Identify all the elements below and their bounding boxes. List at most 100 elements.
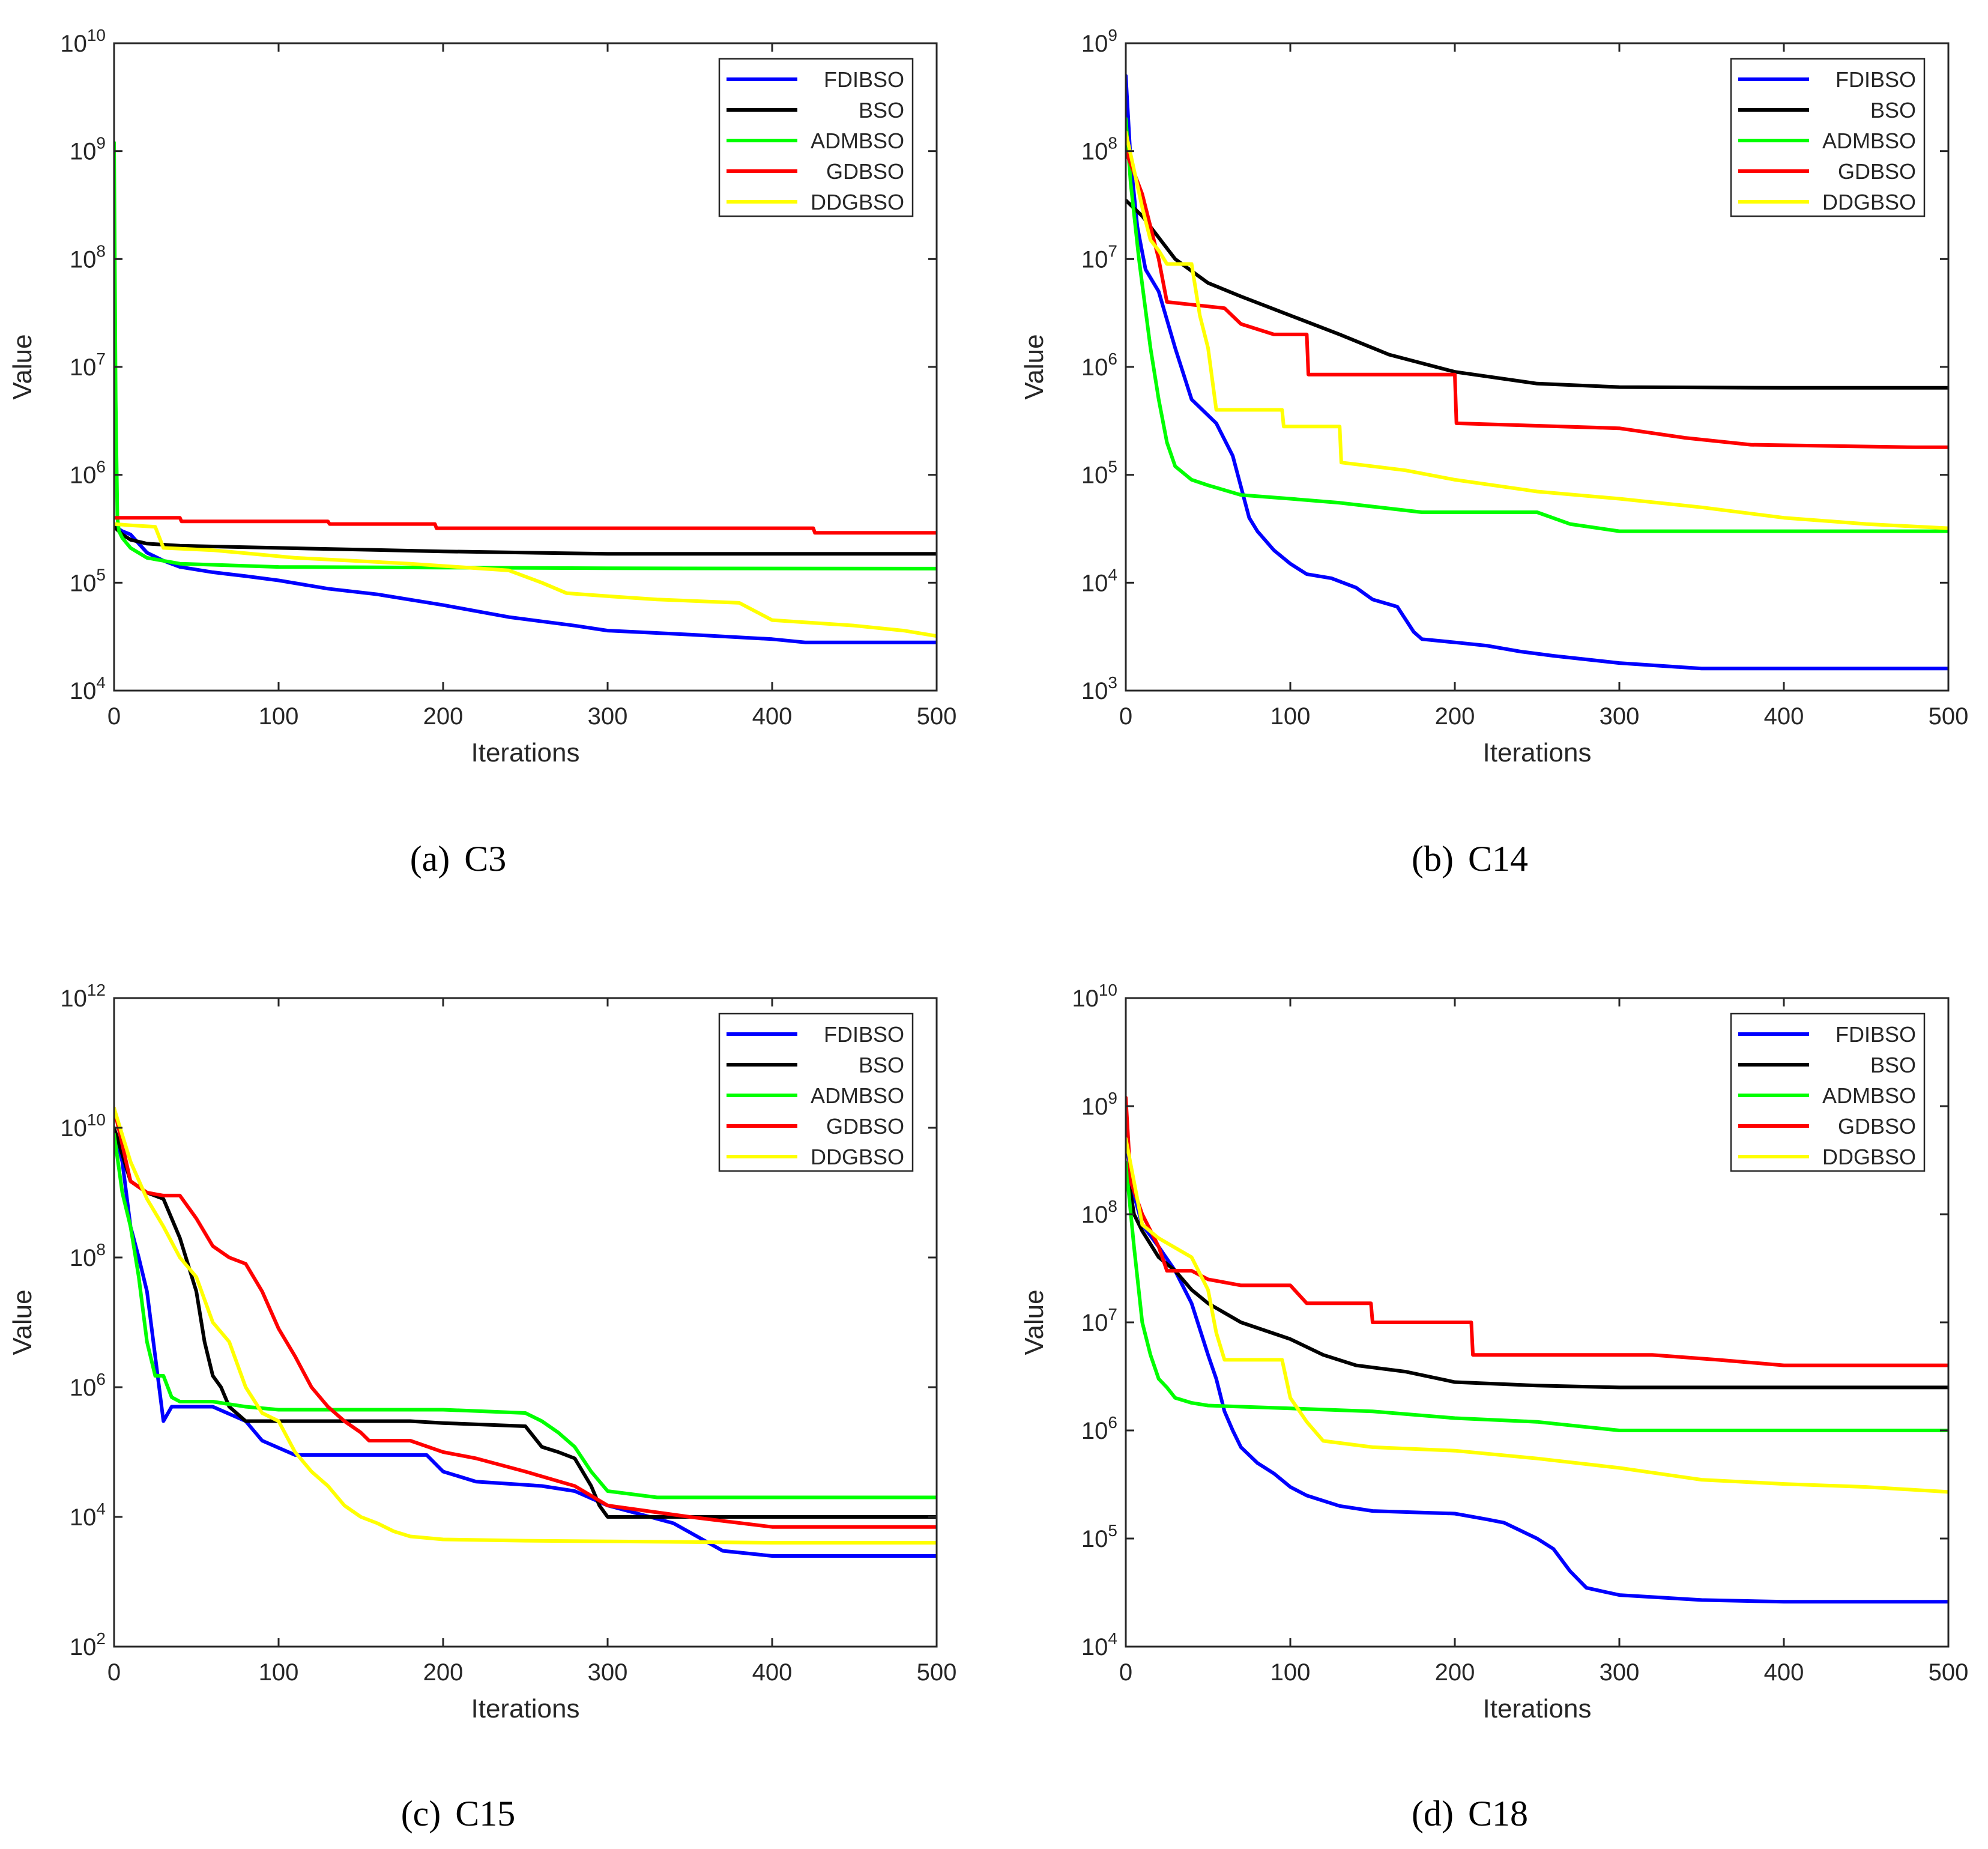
series-group xyxy=(114,1106,937,1558)
series-line-bso xyxy=(1126,1161,1948,1390)
series-line-ddgbso xyxy=(1126,1137,1948,1494)
y-tick-label: 105 xyxy=(70,565,106,596)
y-axis-title: Value xyxy=(8,1289,37,1355)
y-tick-label: 109 xyxy=(70,134,106,165)
series-line-ddgbso xyxy=(1126,130,1948,530)
y-tick-label: 104 xyxy=(70,673,106,704)
legend-label-gdbso: GDBSO xyxy=(826,1114,904,1139)
series-line-fdibso xyxy=(114,1126,937,1558)
y-tick-label: 104 xyxy=(70,1499,106,1531)
x-axis-title: Iterations xyxy=(1483,1694,1592,1723)
y-tick-label: 106 xyxy=(1081,1413,1117,1444)
y-tick-label: 1010 xyxy=(60,26,106,57)
y-tick-label: 109 xyxy=(1081,26,1117,57)
y-tick-label: 108 xyxy=(1081,134,1117,165)
legend-box xyxy=(718,1012,914,1172)
y-tick-label: 105 xyxy=(1081,1521,1117,1552)
y-tick-label: 106 xyxy=(70,458,106,489)
y-axis-title: Value xyxy=(1020,1289,1049,1355)
x-tick-label: 200 xyxy=(423,703,464,730)
series-line-fdibso xyxy=(114,522,937,644)
y-tick-label: 109 xyxy=(1081,1089,1117,1120)
legend-label-bso: BSO xyxy=(1870,98,1916,123)
chart-panel-c18: 0 100 200 300 400 500 104 105 106 107 108 109 1010 It… xyxy=(1020,981,1968,1833)
x-tick-label: 100 xyxy=(1270,703,1311,730)
y-axis-title: Value xyxy=(8,334,37,399)
x-tick-label: 300 xyxy=(1600,703,1640,730)
x-tick-label: 200 xyxy=(1435,1659,1475,1686)
series-line-admbso xyxy=(1126,1161,1948,1432)
y-tick-label: 108 xyxy=(70,1240,106,1271)
legend: FDIBSO BSO ADMBSO GDBSO DDGBSO xyxy=(1730,1012,1926,1172)
y-tick-label: 1012 xyxy=(60,981,106,1012)
legend-label-fdibso: FDIBSO xyxy=(1835,67,1916,92)
chart-panel-c3: 0 100 200 300 400 500 104 105 106 107 108 109 1010 It… xyxy=(8,26,956,879)
y-tick-label: 103 xyxy=(1081,673,1117,704)
legend-label-bso: BSO xyxy=(1870,1053,1916,1077)
x-tick-label: 0 xyxy=(1119,1659,1132,1686)
legend-label-gdbso: GDBSO xyxy=(1838,1114,1916,1139)
legend-label-bso: BSO xyxy=(859,98,904,123)
x-tick-label: 300 xyxy=(1600,1659,1640,1686)
legend-label-fdibso: FDIBSO xyxy=(1835,1022,1916,1047)
legend-label-fdibso: FDIBSO xyxy=(824,67,904,92)
x-tick-label: 400 xyxy=(752,703,793,730)
y-tick-label: 107 xyxy=(1081,1305,1117,1336)
y-tick-label: 107 xyxy=(1081,241,1117,273)
y-tick-label: 108 xyxy=(70,241,106,273)
subfigure-caption: (a) C3 xyxy=(410,839,507,879)
subfigure-caption: (d) C18 xyxy=(1412,1794,1528,1833)
x-tick-label: 300 xyxy=(588,703,628,730)
series-line-gdbso xyxy=(114,516,937,535)
series-line-bso xyxy=(114,1126,937,1519)
legend-label-gdbso: GDBSO xyxy=(826,159,904,184)
y-tick-label: 105 xyxy=(1081,458,1117,489)
legend-label-fdibso: FDIBSO xyxy=(824,1022,904,1047)
series-line-gdbso xyxy=(114,1106,937,1529)
x-tick-label: 100 xyxy=(259,1659,299,1686)
x-tick-label: 400 xyxy=(752,1659,793,1686)
series-line-fdibso xyxy=(1126,74,1948,671)
x-tick-label: 300 xyxy=(588,1659,628,1686)
series-group xyxy=(1126,74,1948,671)
legend: FDIBSO BSO ADMBSO GDBSO DDGBSO xyxy=(718,1012,914,1172)
series-line-bso xyxy=(114,525,937,556)
y-tick-label: 104 xyxy=(1081,565,1117,596)
legend-label-ddgbso: DDGBSO xyxy=(1822,190,1916,214)
series-line-gdbso xyxy=(1126,1095,1948,1367)
y-tick-label: 106 xyxy=(70,1370,106,1401)
legend-label-ddgbso: DDGBSO xyxy=(811,190,904,214)
x-tick-label: 500 xyxy=(1929,1659,1969,1686)
series-group xyxy=(1126,1095,1948,1604)
chart-panel-c15: 0 100 200 300 400 500 102 104 106 108 1010 1012 Iter… xyxy=(8,981,956,1833)
y-tick-label: 107 xyxy=(70,350,106,381)
legend-box xyxy=(1730,1012,1926,1172)
legend: FDIBSO BSO ADMBSO GDBSO DDGBSO xyxy=(718,58,914,217)
y-tick-label: 104 xyxy=(1081,1629,1117,1660)
series-line-fdibso xyxy=(1126,1137,1948,1604)
x-tick-label: 500 xyxy=(917,1659,957,1686)
series-line-bso xyxy=(1126,198,1948,390)
legend-label-ddgbso: DDGBSO xyxy=(1822,1145,1916,1169)
legend: FDIBSO BSO ADMBSO GDBSO DDGBSO xyxy=(1730,58,1926,217)
y-axis-title: Value xyxy=(1020,334,1049,399)
series-line-admbso xyxy=(114,1132,937,1499)
x-tick-label: 100 xyxy=(259,703,299,730)
series-group xyxy=(114,141,937,644)
legend-label-bso: BSO xyxy=(859,1053,904,1077)
x-tick-label: 200 xyxy=(1435,703,1475,730)
x-tick-label: 200 xyxy=(423,1659,464,1686)
legend-box xyxy=(718,58,914,217)
y-tick-label: 108 xyxy=(1081,1197,1117,1228)
y-tick-label: 102 xyxy=(70,1629,106,1660)
legend-label-ddgbso: DDGBSO xyxy=(811,1145,904,1169)
legend-label-admbso: ADMBSO xyxy=(811,1083,904,1108)
series-line-ddgbso xyxy=(114,522,937,638)
x-tick-label: 400 xyxy=(1764,1659,1804,1686)
x-tick-label: 0 xyxy=(107,1659,121,1686)
axes-frame xyxy=(113,997,938,1648)
x-axis-title: Iterations xyxy=(1483,738,1592,767)
series-line-ddgbso xyxy=(114,1106,937,1545)
y-tick-label: 106 xyxy=(1081,350,1117,381)
